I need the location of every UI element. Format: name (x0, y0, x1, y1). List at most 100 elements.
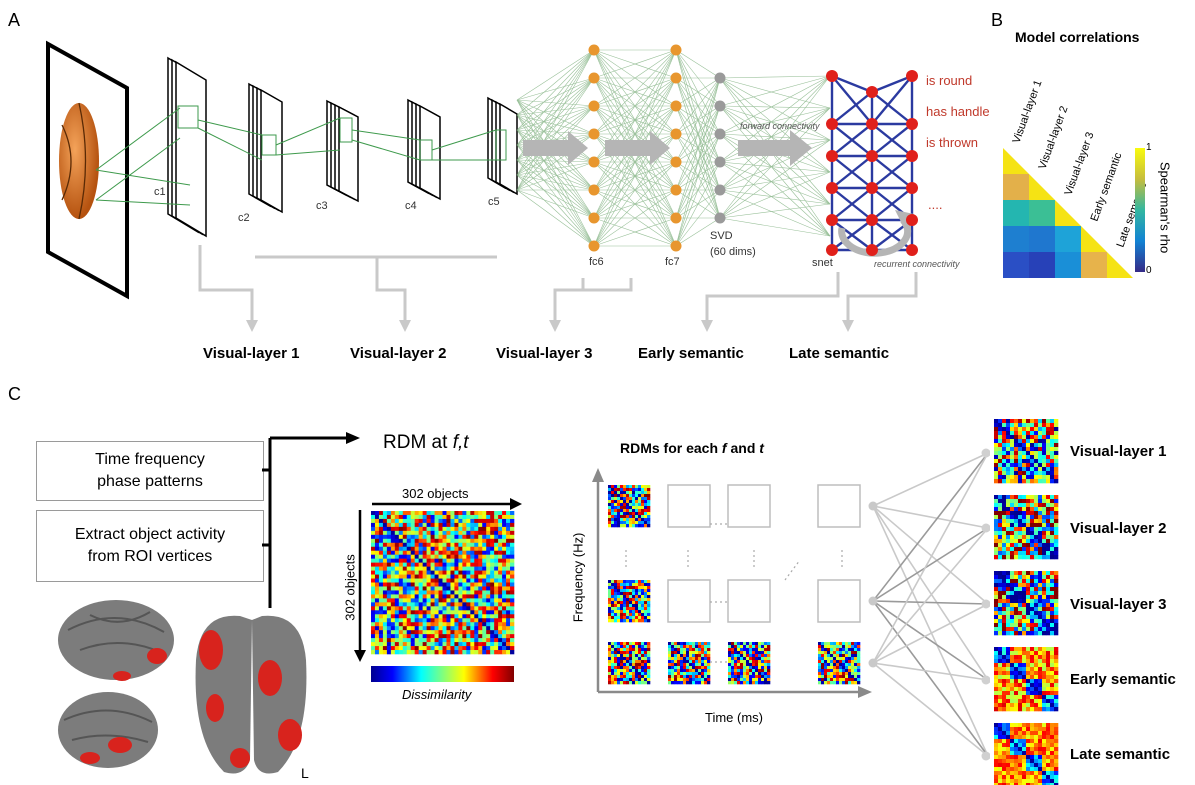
fc6-node (589, 213, 600, 224)
model-rdm (994, 723, 1058, 785)
svd-node (715, 129, 726, 140)
correlation-diagonal-cell (1055, 200, 1081, 226)
correlation-cell (1003, 174, 1029, 200)
correlation-cell (1081, 252, 1107, 278)
fc6-node (589, 157, 600, 168)
fc7-node (671, 45, 682, 56)
snet-node (826, 214, 838, 226)
model-rdm (994, 419, 1058, 483)
fc6-node (589, 241, 600, 252)
svd-nodes (715, 73, 726, 224)
snet-node (866, 214, 878, 226)
correlation-row-label: Visual-layer 2 (1037, 104, 1071, 171)
objects-top-arrowhead (510, 498, 522, 510)
rdm-grid-cell-filled (668, 642, 710, 684)
panel-c-left-graphics (0, 380, 600, 785)
fc6-node (589, 101, 600, 112)
rdm-grid-cell-empty (668, 485, 710, 527)
snet-node (906, 118, 918, 130)
rdm-title-prefix: RDM at (383, 432, 453, 453)
svd-node (715, 101, 726, 112)
objects-side-label: 302 objects (343, 533, 358, 643)
brain-lateral-bottom (58, 692, 158, 768)
model-correlations-title: Model correlations (1015, 29, 1139, 45)
snet-node (866, 150, 878, 162)
model-rdm (994, 495, 1058, 559)
fc7-node (671, 241, 682, 252)
x-axis-arrowhead (858, 686, 872, 698)
fc7-node (671, 157, 682, 168)
svd-node (715, 73, 726, 84)
svd-label: SVD (710, 230, 733, 242)
rdm-grid-cell-empty (668, 580, 710, 622)
correlation-cell (1055, 226, 1081, 252)
snet-node (866, 86, 878, 98)
correlation-cell (1029, 200, 1055, 226)
forward-connectivity-label: forward connectivity (740, 121, 820, 131)
label-late-semantic: Late semantic (789, 345, 889, 362)
correlation-diagonal-cell (1081, 226, 1107, 252)
flow-arrowhead (346, 432, 360, 444)
fc6-node (589, 45, 600, 56)
snet-node (906, 214, 918, 226)
label-visual-layer-3: Visual-layer 3 (496, 345, 592, 362)
svd-node (715, 157, 726, 168)
rdm-grid-cell-empty (818, 580, 860, 622)
objects-side-arrowhead (354, 650, 366, 662)
model-label-visual-layer-2: Visual-layer 2 (1070, 520, 1166, 537)
conv-layers (168, 58, 517, 236)
conv-label-c5: c5 (488, 196, 500, 208)
panel-a-network (0, 0, 990, 380)
panel-b-letter: B (991, 10, 1003, 31)
correlation-cell (1003, 252, 1029, 278)
brain-ventral (196, 616, 307, 774)
rdm-grid-cell-empty (728, 485, 770, 527)
colorbar-tick-0: 0 (1146, 265, 1152, 276)
svd-dims-label: (60 dims) (710, 246, 756, 258)
correlation-cell (1029, 252, 1055, 278)
correlation-cell (1003, 226, 1029, 252)
layer-mapping-lines (200, 245, 916, 322)
recurrent-connectivity-label: recurrent connectivity (874, 259, 960, 269)
snet-node (906, 70, 918, 82)
rdm-grid-cell-filled (608, 642, 650, 684)
svd-node (715, 213, 726, 224)
rdm-grid-cell-filled (728, 642, 770, 684)
rdm-grid-cell-empty (818, 485, 860, 527)
fc7-node (671, 185, 682, 196)
model-rdms (990, 415, 1060, 785)
conv-label-c4: c4 (405, 200, 417, 212)
fc7-node (671, 213, 682, 224)
flow-connector (262, 438, 348, 608)
correlation-row-label: Visual-layer 1 (1011, 78, 1045, 145)
fc7-node (671, 101, 682, 112)
snet-node (866, 244, 878, 256)
fc7-node (671, 73, 682, 84)
rdm-grid-cell-empty (728, 580, 770, 622)
correlation-cell (1055, 252, 1081, 278)
fc6-label: fc6 (589, 256, 604, 268)
rdm-grid-cell-filled (608, 485, 650, 527)
input-image (48, 44, 127, 296)
conv-label-c1: c1 (154, 186, 166, 198)
brain-lateral-top (58, 600, 174, 681)
model-connection-edges (869, 449, 991, 761)
rdm-heatmap (371, 511, 514, 654)
dissimilarity-label: Dissimilarity (402, 687, 471, 702)
snet-node (906, 244, 918, 256)
fc6-node (589, 73, 600, 84)
label-visual-layer-1: Visual-layer 1 (203, 345, 299, 362)
snet-node (826, 118, 838, 130)
snet-node (826, 70, 838, 82)
correlation-cell (1029, 226, 1055, 252)
snet-node (826, 244, 838, 256)
colorbar (1135, 148, 1145, 272)
rdm-title-vars: f,t (453, 432, 469, 453)
model-label-visual-layer-3: Visual-layer 3 (1070, 596, 1166, 613)
model-label-early-semantic: Early semantic (1070, 671, 1176, 688)
colorbar-tick-1: 1 (1146, 142, 1152, 153)
hemisphere-label: L (301, 765, 309, 781)
feature-more: .... (928, 197, 942, 212)
feature-has-handle: has handle (926, 104, 990, 119)
